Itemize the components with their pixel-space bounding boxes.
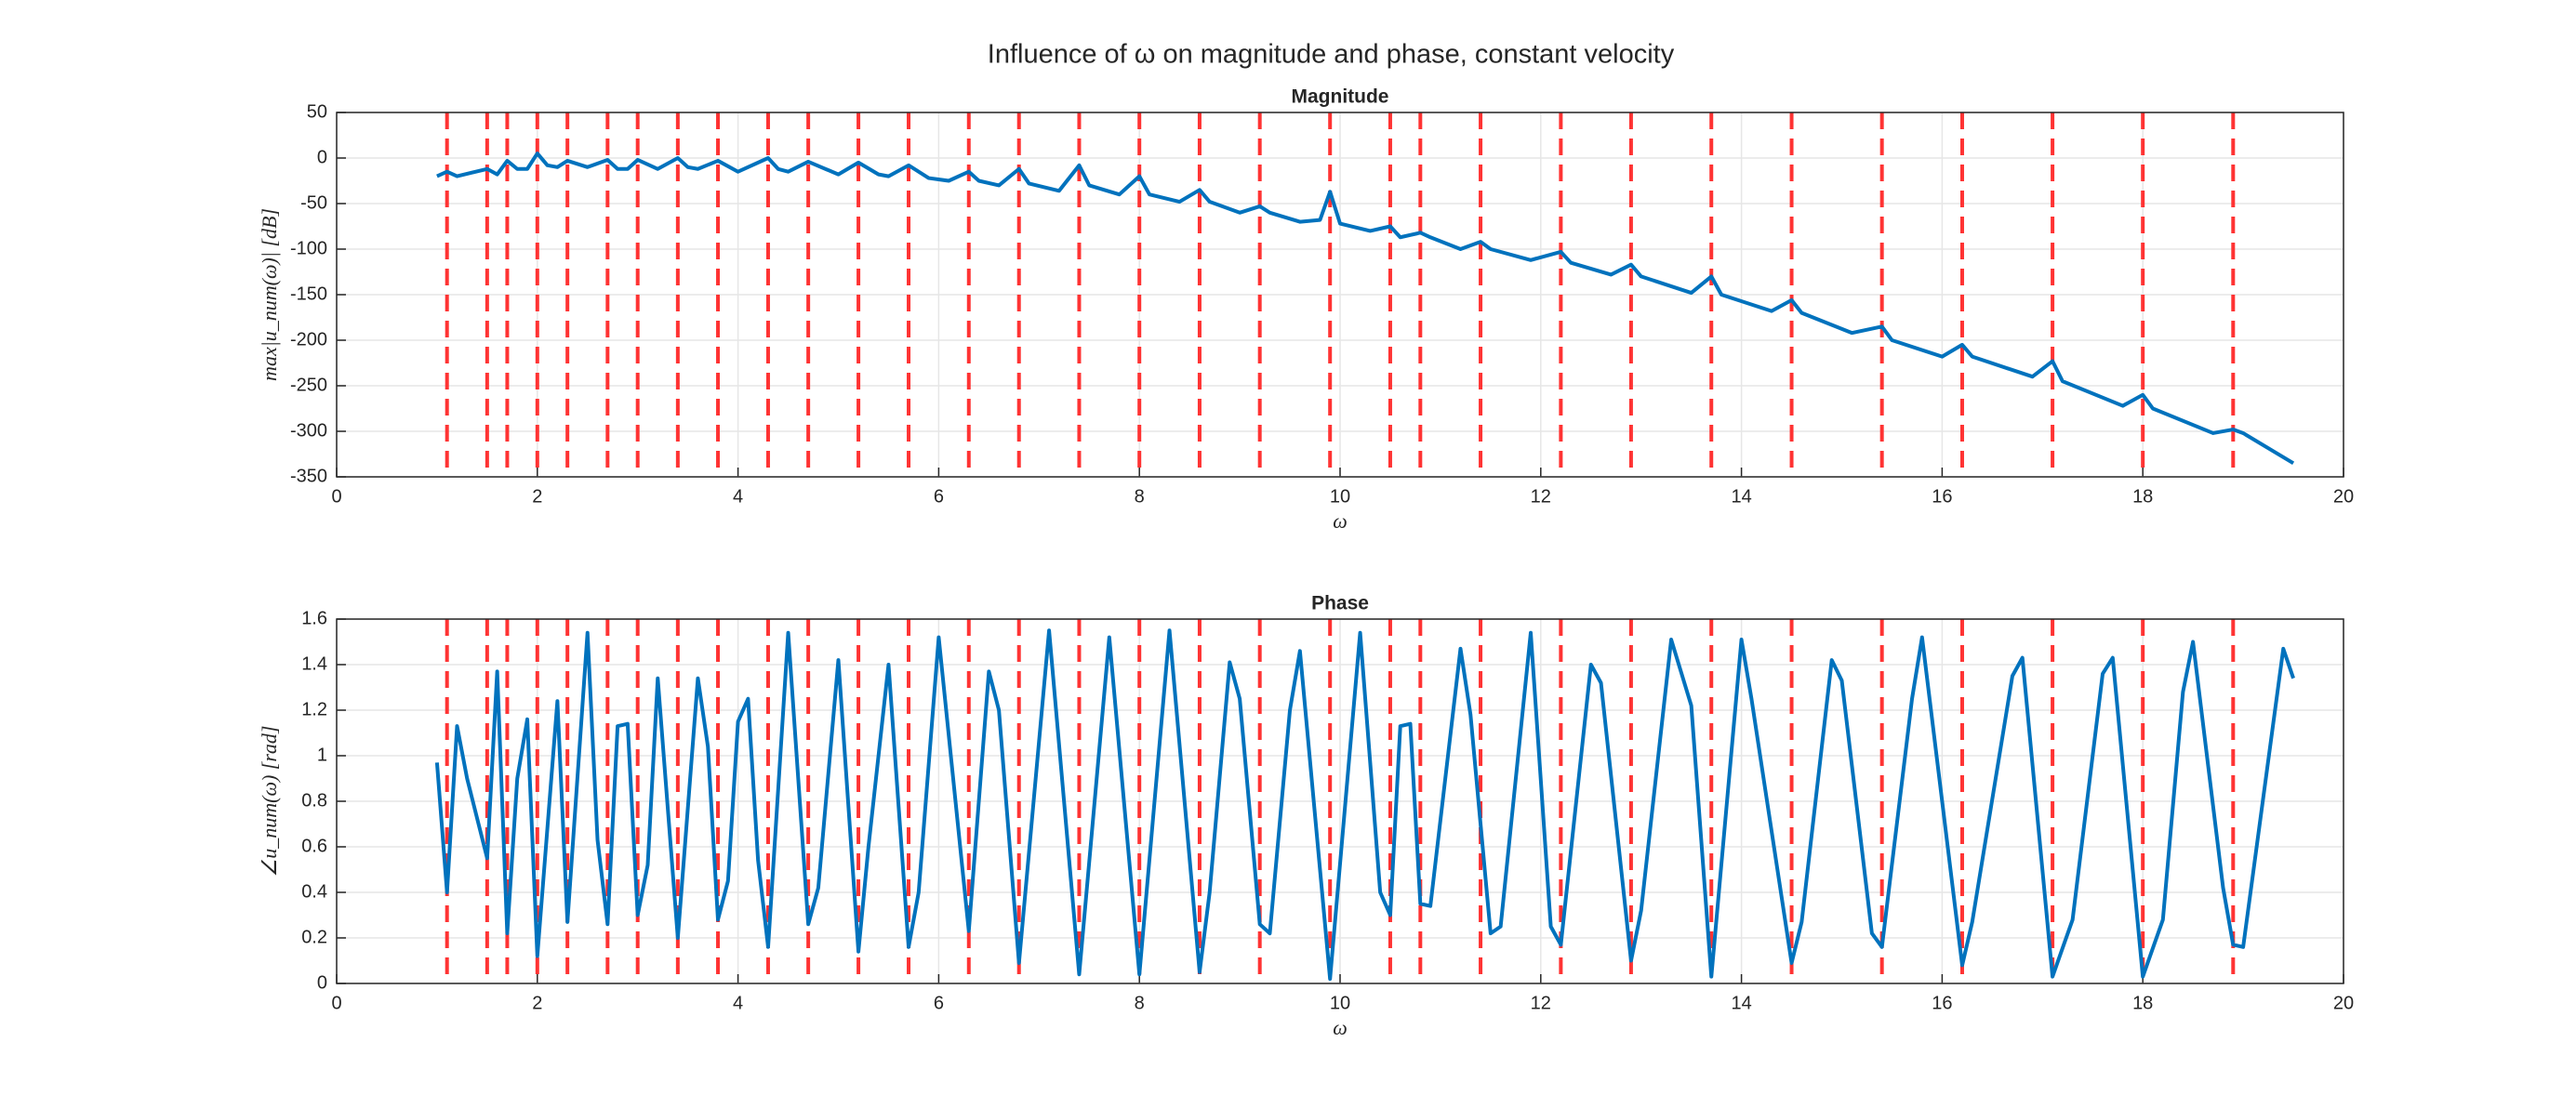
y-tick-label: 50 (307, 101, 327, 122)
x-tick-label: 0 (331, 486, 341, 507)
x-tick-label: 16 (1932, 486, 1952, 507)
y-tick-label: -50 (300, 192, 327, 213)
y-tick-label: -100 (290, 238, 327, 258)
x-tick-label: 6 (934, 486, 944, 507)
x-tick-label: 6 (934, 993, 944, 1013)
y-tick-label: -150 (290, 284, 327, 304)
x-tick-label: 10 (1330, 993, 1350, 1013)
y-tick-label: 1.6 (301, 608, 327, 628)
y-tick-label: 0.4 (301, 881, 327, 902)
y-tick-label: 1.2 (301, 699, 327, 719)
x-axis-label: ω (1333, 1016, 1348, 1039)
x-tick-label: 12 (1531, 486, 1551, 507)
y-tick-label: -200 (290, 329, 327, 350)
x-tick-label: 20 (2333, 486, 2354, 507)
x-axis-label: ω (1333, 509, 1348, 533)
x-tick-label: 20 (2333, 993, 2354, 1013)
x-tick-label: 18 (2132, 993, 2153, 1013)
data-line (436, 152, 2295, 466)
y-tick-label: -350 (290, 466, 327, 486)
x-tick-label: 18 (2132, 486, 2153, 507)
y-tick-label: 1.4 (301, 653, 327, 674)
y-tick-label: 0.8 (301, 790, 327, 811)
y-tick-label: -250 (290, 375, 327, 395)
y-axis-label: max|u_num(ω)| [dB] (258, 208, 281, 381)
x-tick-label: 16 (1932, 993, 1952, 1013)
y-tick-label: 0.6 (301, 836, 327, 856)
x-tick-label: 8 (1135, 486, 1145, 507)
figure-title: Influence of ω on magnitude and phase, c… (988, 40, 1675, 70)
y-tick-label: 0 (317, 972, 327, 993)
x-tick-label: 4 (733, 486, 743, 507)
axes-box (336, 618, 2344, 984)
x-tick-label: 2 (532, 486, 542, 507)
subplot-title: Phase (1311, 593, 1369, 614)
y-tick-label: -300 (290, 420, 327, 441)
x-tick-label: 12 (1531, 993, 1551, 1013)
x-tick-label: 8 (1135, 993, 1145, 1013)
x-tick-label: 2 (532, 993, 542, 1013)
x-tick-label: 14 (1731, 993, 1751, 1013)
x-tick-label: 14 (1731, 486, 1751, 507)
axes-box (336, 112, 2344, 478)
y-tick-label: 0 (317, 147, 327, 167)
x-tick-label: 4 (733, 993, 743, 1013)
x-tick-label: 10 (1330, 486, 1350, 507)
x-tick-label: 0 (331, 993, 341, 1013)
y-tick-label: 0.2 (301, 927, 327, 947)
y-tick-label: 1 (317, 745, 327, 765)
y-axis-label: ∠u_num(ω) [rad] (258, 726, 281, 877)
data-line (434, 628, 2295, 982)
subplot-title: Magnitude (1292, 86, 1389, 108)
